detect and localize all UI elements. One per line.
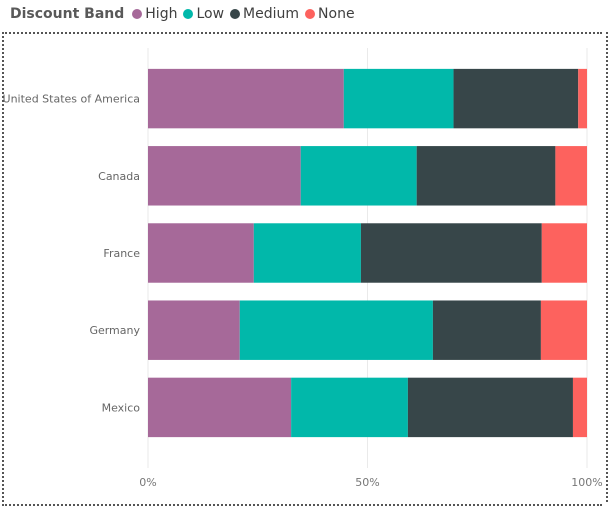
bar-segment-medium: [407, 377, 573, 438]
legend-title: Discount Band: [10, 6, 125, 22]
legend-swatch-low: [183, 9, 194, 19]
x-tick-label: 50%: [355, 476, 379, 489]
bar-segment-none: [555, 146, 587, 206]
legend-item-low[interactable]: Low: [183, 6, 224, 22]
bar-segment-medium: [432, 300, 541, 360]
category-label: Germany: [89, 324, 140, 337]
category-label: United States of America: [3, 93, 140, 106]
bar-segment-high: [148, 377, 292, 438]
legend-swatch-medium: [230, 9, 241, 19]
legend-item-high[interactable]: High: [132, 6, 177, 22]
bar-segment-medium: [360, 223, 542, 283]
category-label: France: [103, 247, 140, 260]
legend-label-high: High: [145, 6, 178, 22]
bar-segment-low: [300, 146, 417, 206]
bar-segment-none: [541, 223, 587, 283]
legend-swatch-none: [305, 9, 316, 19]
legend-label-low: Low: [196, 6, 225, 22]
bar-segment-high: [148, 146, 301, 206]
legend-item-none[interactable]: None: [305, 6, 355, 22]
bar-segment-high: [148, 300, 240, 360]
bar-segment-high: [148, 223, 254, 283]
legend-label-none: None: [318, 6, 355, 22]
bar-segment-none: [578, 68, 587, 129]
visual-border-dots-top: [2, 32, 602, 34]
visual-border-dots-left: [2, 32, 4, 502]
visual-border-dots-bottom: [2, 504, 602, 506]
visual-border-dots-right: [606, 32, 608, 502]
bar-segment-low: [239, 300, 433, 360]
bar-segment-medium: [453, 68, 579, 129]
legend: Discount Band High Low Medium None: [10, 4, 361, 24]
bar-segment-none: [572, 377, 587, 438]
bar-segment-none: [540, 300, 587, 360]
category-label: Canada: [98, 170, 140, 183]
legend-label-medium: Medium: [243, 6, 300, 22]
bar-segment-medium: [416, 146, 556, 206]
bar-segment-low: [291, 377, 408, 438]
legend-swatch-high: [132, 9, 143, 19]
x-tick-label: 100%: [571, 476, 602, 489]
bar-segment-low: [343, 68, 454, 129]
bar-segment-high: [148, 68, 344, 129]
x-tick-label: 0%: [139, 476, 156, 489]
category-label: Mexico: [102, 401, 141, 414]
legend-item-medium[interactable]: Medium: [230, 6, 299, 22]
bar-segment-low: [253, 223, 361, 283]
